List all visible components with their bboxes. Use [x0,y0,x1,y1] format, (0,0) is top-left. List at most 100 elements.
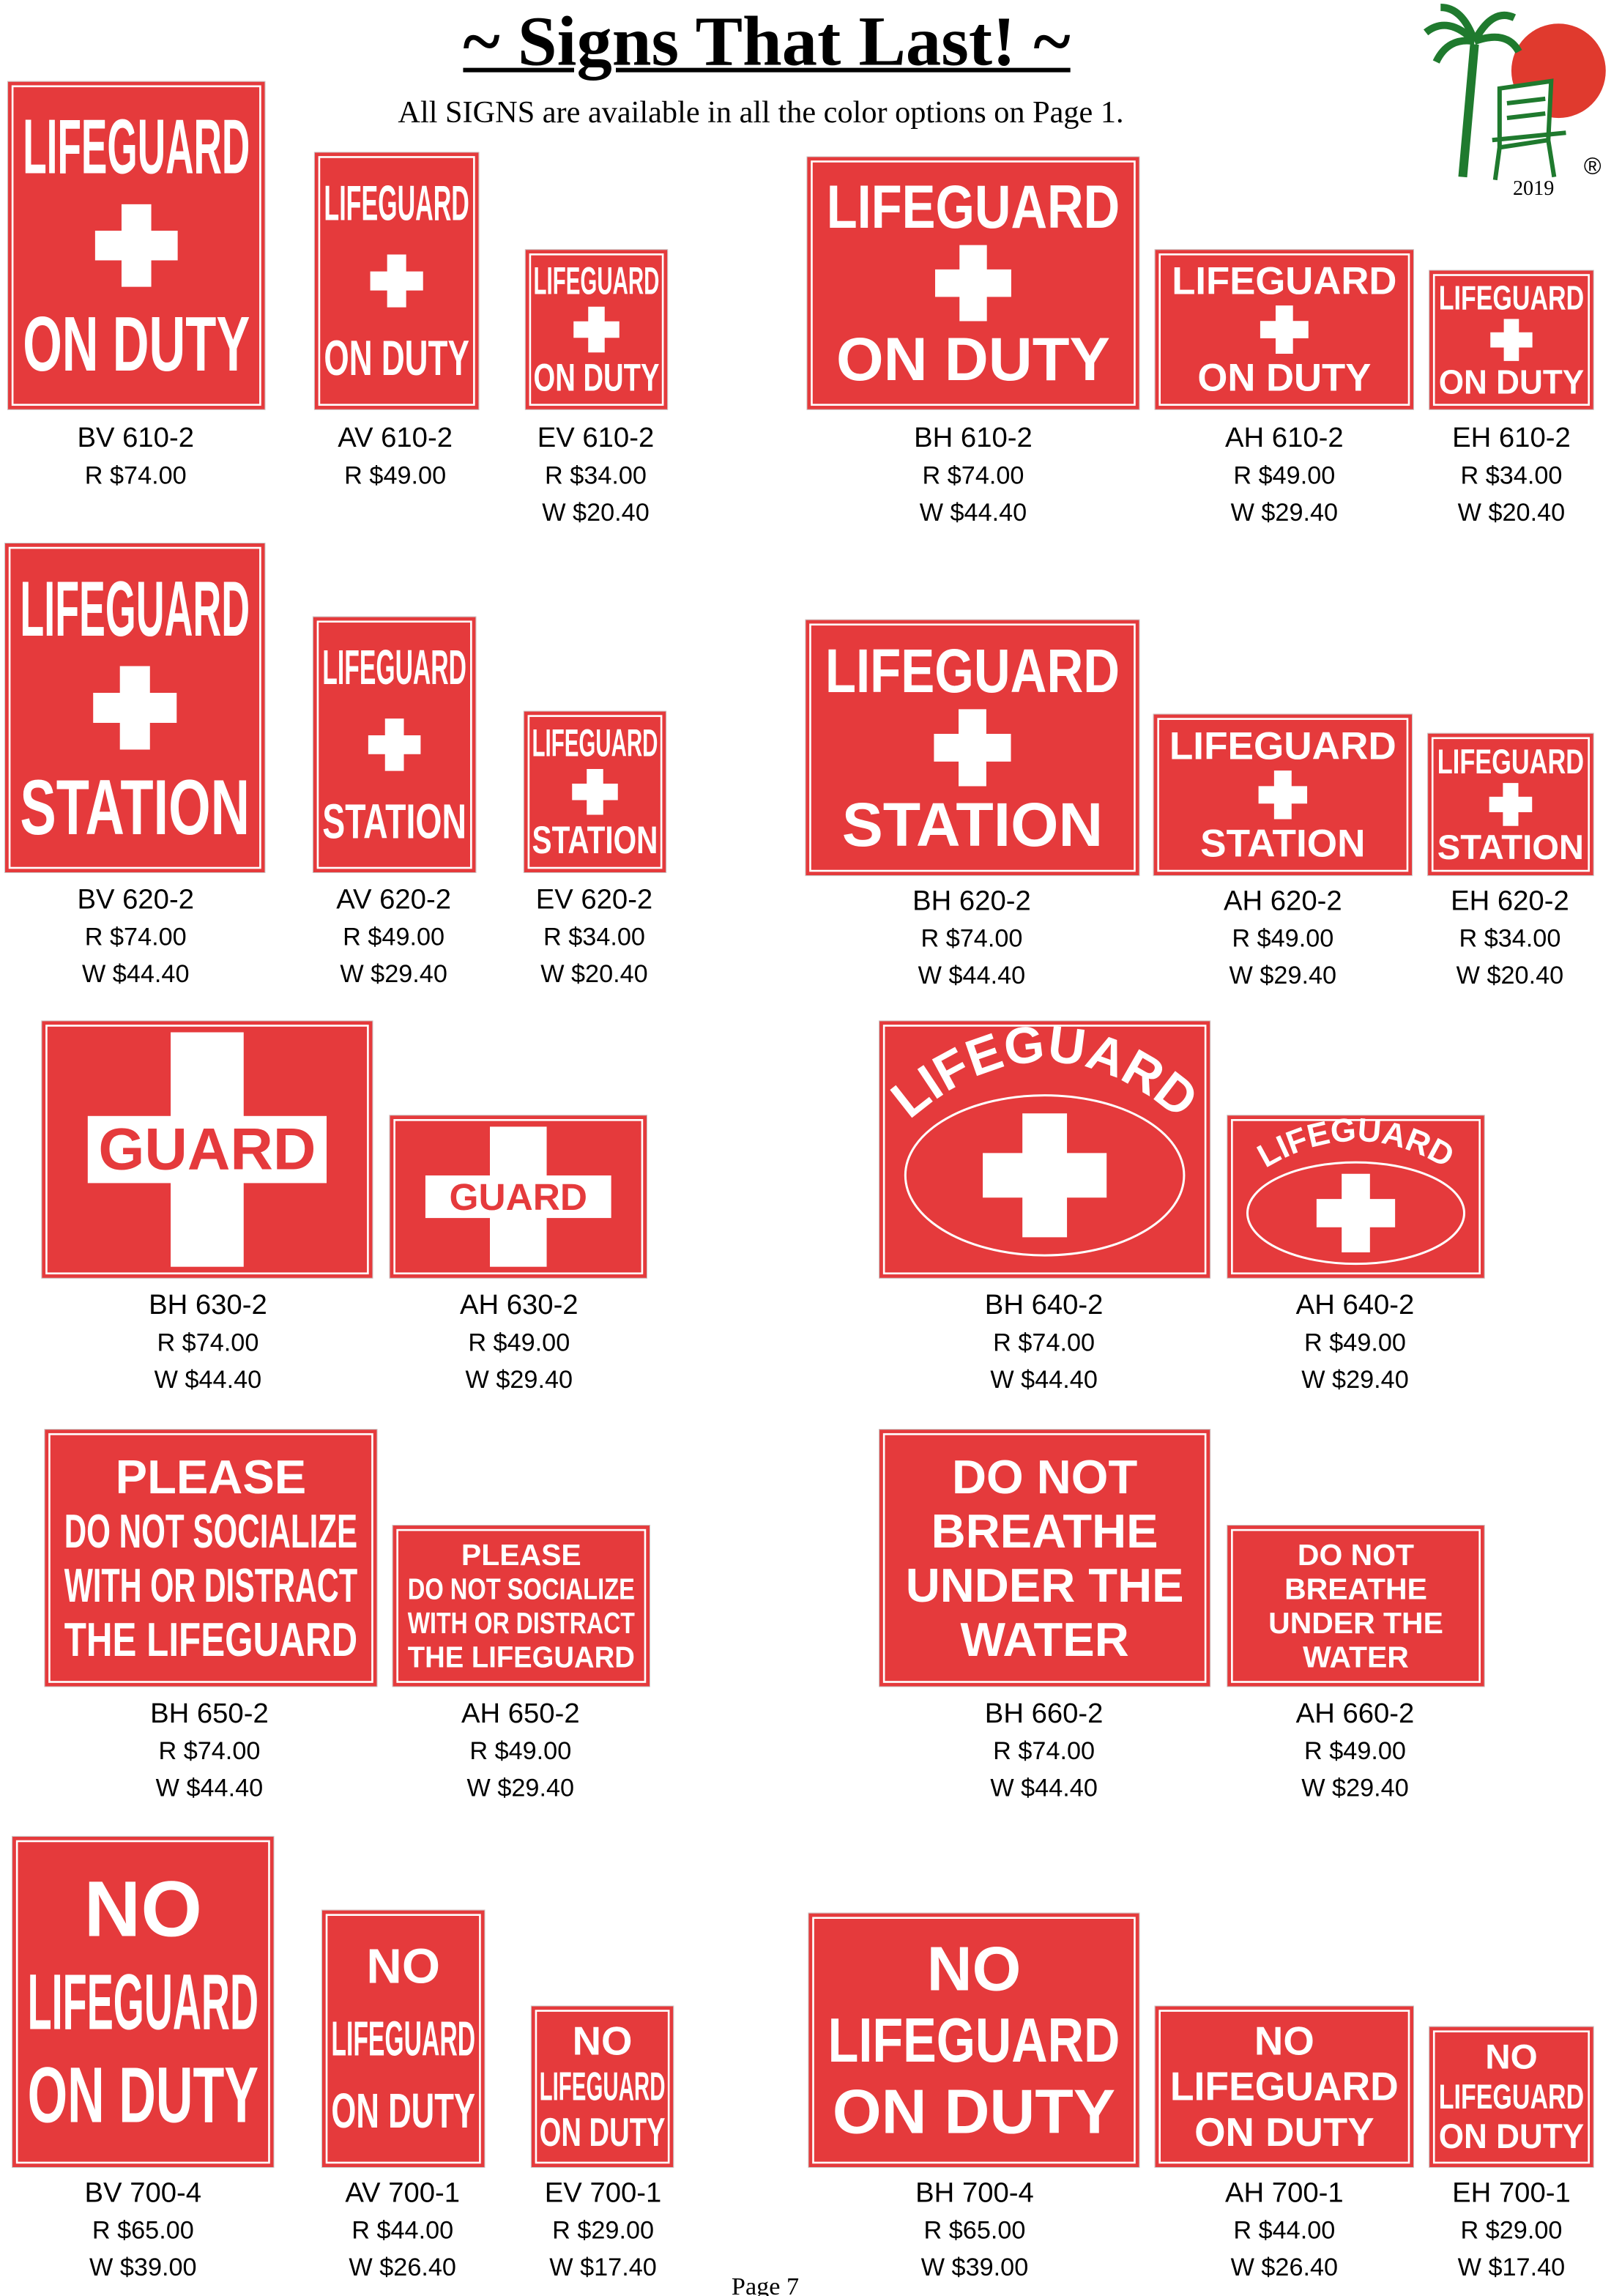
sign-background [44,1429,378,1687]
sign-cross [1489,783,1533,826]
sign-border [1231,1119,1481,1275]
wholesale-price: W $17.40 [1457,2253,1566,2282]
sign-text: NO [366,1939,440,1994]
sign-text: THE LIFEGUARD [408,1641,635,1674]
retail-price: R $74.00 [157,1329,259,1357]
sign-border [48,1433,373,1683]
sign-text: LIFEGUARD [1437,743,1584,781]
sign-text: LIFEGUARD [825,636,1120,705]
product-code: AV 700-1 [345,2178,461,2210]
retail-price: R $74.00 [84,923,187,951]
product-code: BH 650-2 [150,1698,269,1730]
wholesale-price: W $29.40 [466,1774,575,1802]
sign-cross [983,1113,1107,1238]
sign-text: ON DUTY [1439,2117,1584,2156]
sign-background [1227,1525,1485,1687]
sign: LIFEGUARD ON DUTY [1429,270,1594,410]
sign: LIFEGUARD ON DUTY [524,249,669,410]
product-code: AH 640-2 [1295,1290,1415,1322]
retail-price: R $49.00 [1304,1329,1406,1357]
sign-border [882,1025,1207,1275]
sign-border [396,1528,647,1683]
sign-border [811,160,1136,406]
sign-text: STATION [322,794,466,849]
sign-text: DO NOT [952,1450,1137,1504]
product-code: BH 630-2 [149,1290,267,1322]
wholesale-price: W $39.00 [920,2253,1029,2282]
product-code: BV 610-2 [77,423,195,455]
wholesale-price: W $29.40 [1301,1774,1409,1802]
sign-cross [1490,319,1533,361]
sign-border [1158,2010,1410,2164]
sign-text: STATION [1200,822,1365,865]
sign-text: LIFEGUARD [324,176,469,231]
product-code: BV 700-4 [84,2178,202,2210]
sign-text: GUARD [98,1117,316,1183]
sign-oval [1246,1161,1466,1266]
sign: LIFEGUARD [1227,1115,1485,1279]
sign-text: BREATHE [1284,1572,1427,1606]
sign-text: DO NOT SOCIALIZE [408,1572,635,1606]
sign-text: WITH OR DISTRACT [408,1606,635,1640]
sign-border [882,1433,1207,1683]
wholesale-price: W $20.40 [1457,498,1566,527]
sign-text: NO [84,1865,202,1953]
product-code: BH 660-2 [984,1698,1104,1730]
sign: LIFEGUARD STATION [312,616,477,874]
sign-border [318,156,475,406]
sign-border [11,85,261,406]
sign-text: NO [1254,2019,1314,2064]
sign-text: NO [1485,2038,1537,2077]
sign-border [1157,718,1409,872]
logo-mark: ® [1584,153,1601,179]
sign-text: DO NOT [1298,1538,1414,1572]
sign-text: ON DUTY [1439,363,1584,401]
sign-border [325,1914,481,2164]
sign: LIFEGUARD ON DUTY [806,156,1140,410]
sign-background [1154,2005,1415,2168]
sign-background [1429,2026,1594,2168]
sign-text: LIFEGUARD [1170,2065,1399,2109]
sign-background [530,2005,674,2168]
sign-border [535,2010,670,2164]
sign-cross [934,709,1011,787]
sign-text: UNDER THE [1268,1606,1443,1640]
product-code: EH 610-2 [1452,423,1571,455]
product-code: BH 610-2 [914,423,1033,455]
retail-price: R $34.00 [545,461,647,490]
sign-text: LIFEGUARD [23,104,250,190]
wholesale-price: W $20.40 [540,959,648,989]
sign: LIFEGUARD ON DUTY [1154,249,1415,410]
sign-text: LIFEGUARD [1439,279,1584,317]
product-code: EV 700-1 [544,2178,662,2210]
sign-text: GUARD [450,1175,587,1218]
sign-text: STATION [20,763,250,851]
product-code: EH 620-2 [1451,886,1569,918]
sign-background [808,1912,1140,2168]
product-code: AH 700-1 [1225,2178,1344,2210]
sign-text: ON DUTY [534,356,660,399]
retail-price: R $74.00 [993,1329,1095,1357]
sign: GUARD [41,1020,373,1279]
product-code: AV 620-2 [336,885,451,916]
sign-cross [94,204,178,287]
retail-price: R $29.00 [552,2216,655,2245]
subtitle: All SIGNS are available in all the color… [398,94,1124,130]
sign-border [1231,1528,1481,1683]
retail-price: R $44.00 [1233,2216,1336,2245]
wholesale-price: W $44.40 [155,1774,264,1802]
wholesale-price: W $29.40 [465,1365,573,1394]
retail-price: R $74.00 [84,461,187,490]
logo-palm-trunk [1458,43,1479,178]
sign-cross-box [87,1115,327,1184]
wholesale-price: W $39.00 [89,2253,197,2282]
sign-text: ON DUTY [28,2051,258,2139]
sign-text: ON DUTY [836,325,1110,393]
wholesale-price: W $26.40 [1230,2253,1339,2282]
